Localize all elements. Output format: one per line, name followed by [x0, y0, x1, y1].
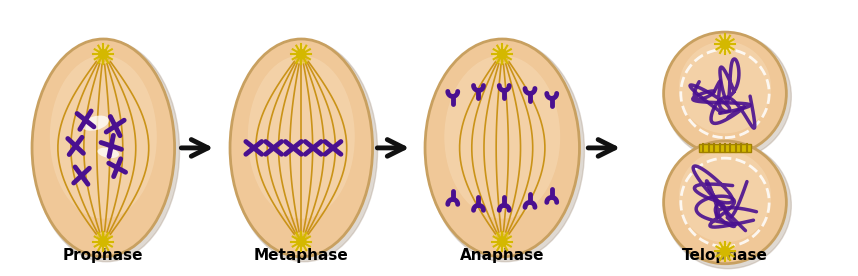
Circle shape [498, 49, 507, 59]
Ellipse shape [425, 39, 579, 257]
Circle shape [716, 35, 734, 53]
Circle shape [99, 49, 108, 59]
Ellipse shape [444, 55, 560, 219]
Ellipse shape [665, 33, 791, 160]
Circle shape [94, 233, 112, 250]
Ellipse shape [679, 150, 771, 242]
Ellipse shape [665, 142, 791, 269]
Ellipse shape [248, 55, 354, 219]
Circle shape [94, 45, 112, 63]
Circle shape [720, 39, 730, 49]
Bar [699, 144, 751, 152]
Text: Metaphase: Metaphase [254, 248, 348, 263]
Circle shape [99, 237, 108, 246]
Ellipse shape [50, 55, 157, 219]
Ellipse shape [230, 39, 372, 257]
Circle shape [296, 49, 306, 59]
Ellipse shape [231, 40, 378, 262]
Circle shape [716, 243, 734, 260]
Circle shape [493, 45, 511, 63]
Circle shape [293, 233, 311, 250]
Circle shape [498, 237, 507, 246]
Circle shape [720, 246, 730, 256]
Ellipse shape [32, 39, 174, 257]
Ellipse shape [98, 148, 119, 158]
Ellipse shape [82, 116, 109, 131]
Circle shape [493, 233, 511, 250]
Text: Prophase: Prophase [63, 248, 143, 263]
Ellipse shape [426, 40, 584, 262]
Ellipse shape [33, 40, 179, 262]
Circle shape [293, 45, 311, 63]
Circle shape [296, 237, 306, 246]
Text: Anaphase: Anaphase [460, 248, 545, 263]
Text: Telophase: Telophase [682, 248, 768, 263]
Ellipse shape [663, 32, 787, 155]
Ellipse shape [679, 41, 771, 133]
Ellipse shape [663, 141, 787, 264]
